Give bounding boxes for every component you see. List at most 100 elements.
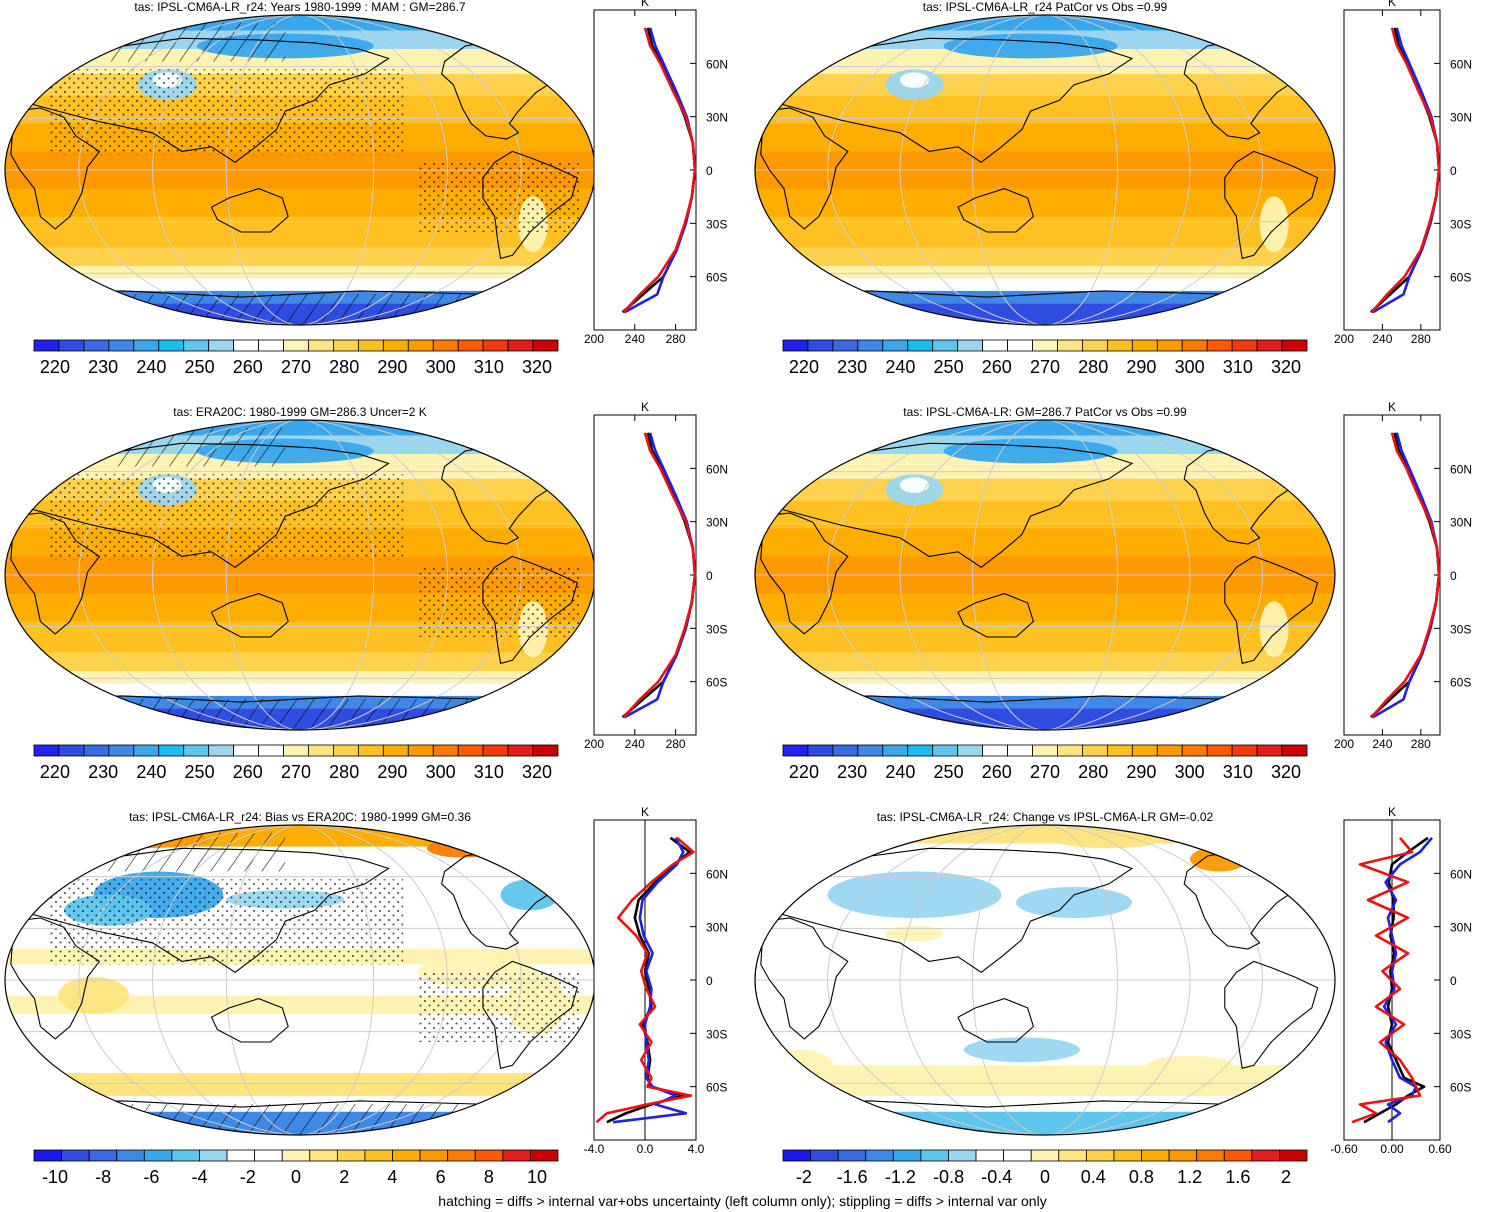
colorbar-swatch	[432, 339, 459, 352]
colorbar-swatch	[364, 1149, 393, 1162]
field-band	[5, 652, 595, 672]
colorbar-label: -1.2	[885, 1167, 916, 1187]
coastline-eurasia	[765, 37, 1134, 163]
coastline-australia	[210, 998, 289, 1043]
lat-tick-label: 60S	[706, 271, 727, 285]
colorbar-swatch	[183, 744, 210, 757]
colorbar-label: 240	[885, 357, 915, 377]
hatching	[5, 699, 595, 730]
colorbar-label: 280	[329, 762, 359, 782]
field-band	[755, 478, 1335, 501]
colorbar-swatch	[158, 744, 185, 757]
coastline-eurasia	[765, 442, 1134, 568]
colorbar-swatch	[357, 339, 384, 352]
colorbar-swatch	[283, 339, 309, 352]
colorbar-swatch	[920, 1149, 949, 1162]
coastline-eurasia	[15, 37, 390, 163]
colorbar-label: 270	[281, 357, 311, 377]
colorbar-swatch	[158, 339, 185, 352]
lat-tick-label: 0	[706, 569, 713, 583]
colorbar-swatch	[1106, 339, 1133, 352]
colorbar-swatch	[447, 1149, 476, 1162]
colorbar-label: 310	[474, 762, 504, 782]
colorbar-swatch	[258, 744, 284, 757]
field-band	[5, 266, 595, 279]
field-band	[755, 621, 1335, 653]
colorbar-swatch	[1032, 339, 1058, 352]
colorbar-swatch	[530, 1149, 559, 1162]
graticule-lon	[827, 15, 1263, 325]
coastline-greenland	[1270, 428, 1307, 458]
lat-tick-label: 60N	[706, 867, 728, 881]
colorbar-label: 250	[934, 357, 964, 377]
colorbar-swatch	[254, 1149, 283, 1162]
colorbar-swatch	[1082, 744, 1108, 757]
map-field	[5, 15, 595, 325]
profile-tick-label: 280	[1411, 737, 1431, 751]
colorbar-label: 240	[136, 762, 166, 782]
coastline-australia	[957, 188, 1035, 233]
map-border	[754, 14, 1336, 326]
field-band	[5, 825, 595, 847]
coastline-australia	[210, 188, 289, 233]
coastline-south-america	[482, 150, 578, 260]
lat-tick-label: 30N	[1450, 921, 1472, 935]
footnote: hatching = diffs > internal var+obs unce…	[438, 1193, 1047, 1209]
field-anomaly	[506, 433, 566, 453]
colorbar-label: 260	[233, 357, 263, 377]
lat-tick-label: 30S	[706, 217, 727, 231]
map-field	[755, 420, 1335, 730]
colorbar-swatch	[532, 744, 559, 757]
map-field	[755, 15, 1335, 325]
field-anomaly	[500, 879, 560, 911]
coastline-greenland	[1270, 833, 1307, 863]
panel-title: tas: IPSL-CM6A-LR: GM=286.7 PatCor vs Ob…	[903, 405, 1187, 419]
profile-series-line	[595, 836, 695, 1124]
graticule-lon	[972, 15, 1118, 325]
field-band	[755, 652, 1335, 672]
lat-tick-label: 30S	[1450, 217, 1471, 231]
profile-plot: 200 240 280 K 60N 30N 0 30S 60S	[584, 0, 728, 346]
panel-title: tas: IPSL-CM6A-LR_r24: Years 1980-1999 :…	[134, 0, 465, 14]
panel-4: tas: IPSL-CM6A-LR: GM=286.7 PatCor vs Ob…	[754, 400, 1472, 782]
colorbar-label: 230	[837, 357, 867, 377]
profile-tick-label: 240	[625, 737, 645, 751]
map-border	[754, 419, 1336, 731]
colorbar-swatch	[892, 1149, 922, 1162]
lat-tick-label: 60N	[1450, 867, 1472, 881]
colorbar-label: 300	[426, 357, 456, 377]
colorbar-label: 1.6	[1225, 1167, 1250, 1187]
colorbar-swatch	[1231, 744, 1258, 757]
colorbar-swatch	[392, 1149, 421, 1162]
map-field	[5, 420, 595, 730]
colorbar-swatch	[1106, 744, 1133, 757]
colorbar-label: 320	[522, 357, 552, 377]
colorbar-swatch	[226, 1149, 256, 1162]
map-border	[754, 824, 1336, 1136]
field-anomaly	[1259, 601, 1289, 658]
colorbar-swatch	[1141, 1149, 1170, 1162]
lat-tick-label: 0	[1450, 569, 1457, 583]
colorbar-swatch	[133, 744, 160, 757]
colorbar-label: 220	[40, 357, 70, 377]
colorbar-label: -0.4	[981, 1167, 1012, 1187]
colorbar-swatch	[183, 339, 210, 352]
field-band	[5, 15, 595, 31]
colorbar-swatch	[108, 744, 135, 757]
colorbar-swatch	[1113, 1149, 1142, 1162]
colorbar-label: 270	[1030, 357, 1060, 377]
profile-unit: K	[1388, 805, 1396, 819]
colorbar-label: 300	[426, 762, 456, 782]
profile-plot: 200 240 280 K 60N 30N 0 30S 60S	[584, 400, 728, 751]
colorbar-label: -4	[192, 1167, 208, 1187]
colorbar-swatch	[357, 744, 384, 757]
colorbar-label: 280	[1078, 357, 1108, 377]
field-band	[755, 73, 1335, 96]
colorbar-label: 220	[789, 762, 819, 782]
hatching	[5, 1104, 595, 1135]
colorbar-label: 1.2	[1177, 1167, 1202, 1187]
colorbar-swatch	[171, 1149, 200, 1162]
colorbar-swatch	[1251, 1149, 1280, 1162]
colorbar-label: 280	[1078, 762, 1108, 782]
